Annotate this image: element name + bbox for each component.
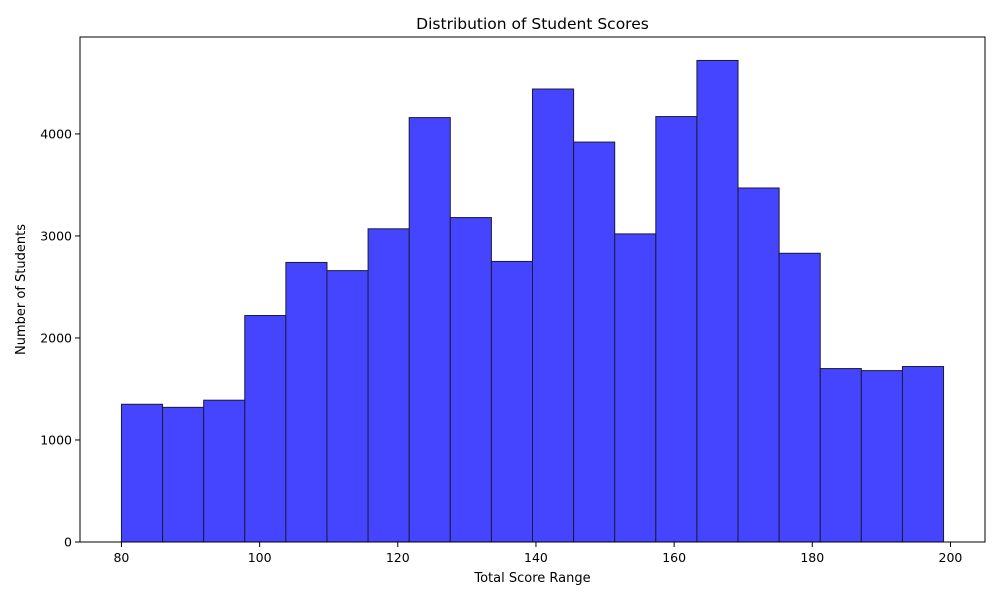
y-tick-label: 3000 [40, 228, 72, 243]
histogram-bar-19 [860, 370, 903, 543]
x-axis-ticks: 80 100 120 140 160 180 200 [113, 542, 962, 565]
y-tick-label: 2000 [40, 330, 72, 345]
x-axis-label: Total Score Range [473, 571, 590, 586]
histogram-bar-14 [655, 116, 698, 543]
histogram-bar-1 [120, 403, 164, 543]
plot-frame [79, 36, 986, 543]
y-tick-label: 1000 [40, 432, 72, 447]
histogram-bar-2 [162, 406, 205, 543]
histogram-bar-7 [367, 228, 410, 543]
x-tick-label: 120 [386, 550, 410, 565]
histogram-bar-5 [285, 261, 328, 543]
y-tick-label: 0 [64, 535, 72, 550]
y-axis-label: Number of Students [14, 224, 29, 355]
histogram-bar-3 [203, 399, 246, 543]
histogram-bar-17 [778, 252, 821, 543]
histogram-bar-18 [819, 368, 862, 543]
histogram-bar-4 [244, 315, 287, 543]
histogram-bar-16 [737, 187, 780, 543]
y-axis-ticks: 0 1000 2000 3000 4000 [40, 126, 80, 550]
histogram-bar-11 [532, 88, 575, 543]
y-tick-label: 4000 [40, 126, 72, 141]
x-tick-label: 200 [939, 550, 963, 565]
histogram-bar-12 [573, 141, 616, 543]
chart-title: Distribution of Student Scores [416, 15, 649, 33]
x-tick-label: 160 [662, 550, 686, 565]
x-tick-label: 100 [248, 550, 272, 565]
histogram-bar-8 [408, 117, 451, 543]
histogram-bar-6 [326, 270, 369, 543]
histogram-bar-9 [449, 217, 492, 543]
histogram-bar-20 [901, 366, 945, 543]
x-tick-label: 180 [800, 550, 824, 565]
histogram-bar-15 [696, 59, 739, 543]
histogram-bar-13 [614, 233, 657, 543]
x-tick-label: 140 [524, 550, 548, 565]
histogram-bar-10 [490, 260, 534, 543]
x-tick-label: 80 [113, 550, 129, 565]
bars-layer [120, 59, 945, 543]
